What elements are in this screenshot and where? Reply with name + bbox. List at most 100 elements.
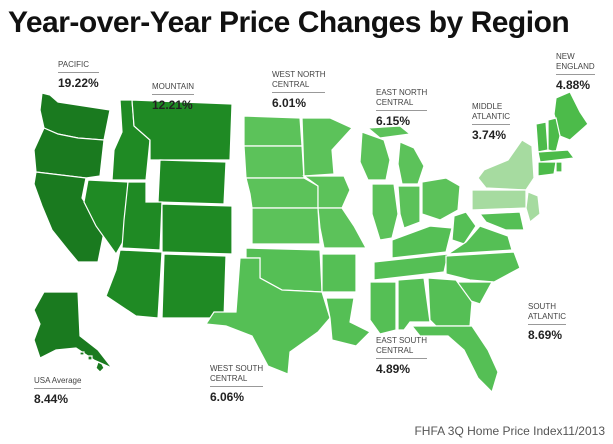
- label-ne-name-2: ENGLAND: [556, 62, 595, 71]
- label-east-north-central: EAST NORTH CENTRAL 6.15%: [376, 88, 428, 128]
- state-alabama: [397, 277, 431, 331]
- region-middle-atlantic: [471, 139, 541, 224]
- state-pennsylvania: [471, 189, 527, 211]
- label-mountain-rule: [152, 94, 195, 95]
- state-new-mexico: [161, 253, 227, 319]
- label-sa-name-2: ATLANTIC: [528, 312, 567, 321]
- state-utah: [121, 181, 163, 251]
- label-west-north-central: WEST NORTH CENTRAL 6.01%: [272, 70, 326, 110]
- label-mountain-value: 12.21%: [152, 98, 193, 112]
- state-indiana: [397, 185, 421, 229]
- label-mountain-name: MOUNTAIN: [152, 82, 195, 91]
- label-ne-value: 4.88%: [556, 78, 591, 92]
- state-new-jersey: [525, 191, 541, 224]
- label-sa-rule: [528, 324, 567, 325]
- state-north-dakota: [243, 115, 303, 147]
- state-kansas: [251, 207, 321, 245]
- state-new-hampshire: [547, 117, 561, 153]
- state-michigan: [397, 141, 425, 185]
- label-wnc-value: 6.01%: [272, 96, 307, 110]
- label-pacific-value: 19.22%: [58, 76, 99, 90]
- label-east-south-central: EAST SOUTH CENTRAL 4.89%: [376, 336, 427, 376]
- label-south-atlantic: SOUTH ATLANTIC 8.69%: [528, 302, 567, 342]
- state-tennessee: [373, 253, 449, 281]
- state-mississippi: [369, 281, 397, 335]
- label-sa-name-1: SOUTH: [528, 302, 556, 311]
- label-esc-value: 4.89%: [376, 362, 411, 376]
- label-pacific-rule: [58, 72, 99, 73]
- state-massachusetts: [537, 149, 576, 163]
- state-virginia: [445, 225, 513, 255]
- state-louisiana: [325, 297, 372, 347]
- label-sa-value: 8.69%: [528, 328, 563, 342]
- state-connecticut: [537, 161, 557, 177]
- state-arkansas: [321, 253, 357, 293]
- state-hawaii: [79, 351, 105, 373]
- label-west-south-central: WEST SOUTH CENTRAL 6.06%: [210, 364, 264, 404]
- label-ne-name-1: NEW: [556, 52, 575, 61]
- state-arizona: [105, 249, 163, 319]
- state-south-dakota: [243, 145, 305, 179]
- label-ne-rule: [556, 74, 595, 75]
- region-east-south-central: [369, 225, 453, 335]
- state-michigan-upper: [366, 125, 412, 139]
- region-west-north-central: [243, 115, 368, 249]
- region-south-atlantic: [410, 211, 525, 394]
- label-wsc-rule: [210, 386, 264, 387]
- state-ohio: [421, 177, 461, 221]
- state-rhode-island: [555, 161, 563, 173]
- state-texas: [204, 257, 331, 375]
- label-wnc-name-2: CENTRAL: [272, 80, 310, 89]
- label-ma-name-2: ATLANTIC: [472, 112, 511, 121]
- source-caption: FHFA 3Q Home Price Index11/2013: [414, 424, 605, 438]
- page-title: Year-over-Year Price Changes by Region: [8, 6, 570, 39]
- label-enc-rule: [376, 110, 428, 111]
- region-west-south-central: [204, 247, 372, 375]
- label-usa-name: USA Average: [34, 376, 82, 385]
- state-alaska: [33, 291, 113, 369]
- label-esc-rule: [376, 358, 427, 359]
- state-colorado: [161, 203, 233, 255]
- state-west-virginia: [451, 211, 477, 245]
- label-wnc-name-1: WEST NORTH: [272, 70, 326, 79]
- label-enc-name-1: EAST NORTH: [376, 88, 428, 97]
- state-north-carolina: [445, 251, 521, 283]
- region-pacific: [33, 92, 111, 263]
- state-oregon: [33, 127, 105, 179]
- label-usa-value: 8.44%: [34, 392, 69, 406]
- label-enc-value: 6.15%: [376, 114, 411, 128]
- label-wsc-name-1: WEST SOUTH: [210, 364, 264, 373]
- label-wnc-rule: [272, 92, 326, 93]
- state-california: [33, 171, 105, 263]
- label-new-england: NEW ENGLAND 4.88%: [556, 52, 595, 92]
- label-middle-atlantic: MIDDLE ATLANTIC 3.74%: [472, 102, 511, 142]
- state-vermont: [535, 121, 549, 153]
- label-esc-name-2: CENTRAL: [376, 346, 414, 355]
- label-ma-name-1: MIDDLE: [472, 102, 503, 111]
- region-alaska-hawaii: [33, 291, 113, 373]
- label-ma-value: 3.74%: [472, 128, 507, 142]
- state-wyoming: [157, 159, 227, 205]
- state-missouri: [317, 207, 368, 249]
- state-nebraska: [245, 177, 319, 209]
- state-montana: [131, 99, 233, 161]
- label-usa-average: USA Average 8.44%: [34, 376, 82, 406]
- label-pacific-name: PACIFIC: [58, 60, 89, 69]
- region-mountain: [83, 99, 233, 319]
- region-new-england: [535, 91, 589, 177]
- state-kentucky: [391, 225, 453, 259]
- label-wsc-value: 6.06%: [210, 390, 245, 404]
- label-pacific: PACIFIC 19.22%: [58, 60, 99, 90]
- state-minnesota: [301, 117, 353, 177]
- label-enc-name-2: CENTRAL: [376, 98, 414, 107]
- label-esc-name-1: EAST SOUTH: [376, 336, 427, 345]
- state-maryland-delaware: [478, 211, 525, 231]
- label-ma-rule: [472, 124, 511, 125]
- state-illinois: [371, 183, 399, 241]
- label-mountain: MOUNTAIN 12.21%: [152, 82, 195, 112]
- region-east-north-central: [359, 125, 461, 241]
- label-usa-rule: [34, 388, 82, 389]
- label-wsc-name-2: CENTRAL: [210, 374, 248, 383]
- state-florida: [410, 325, 499, 394]
